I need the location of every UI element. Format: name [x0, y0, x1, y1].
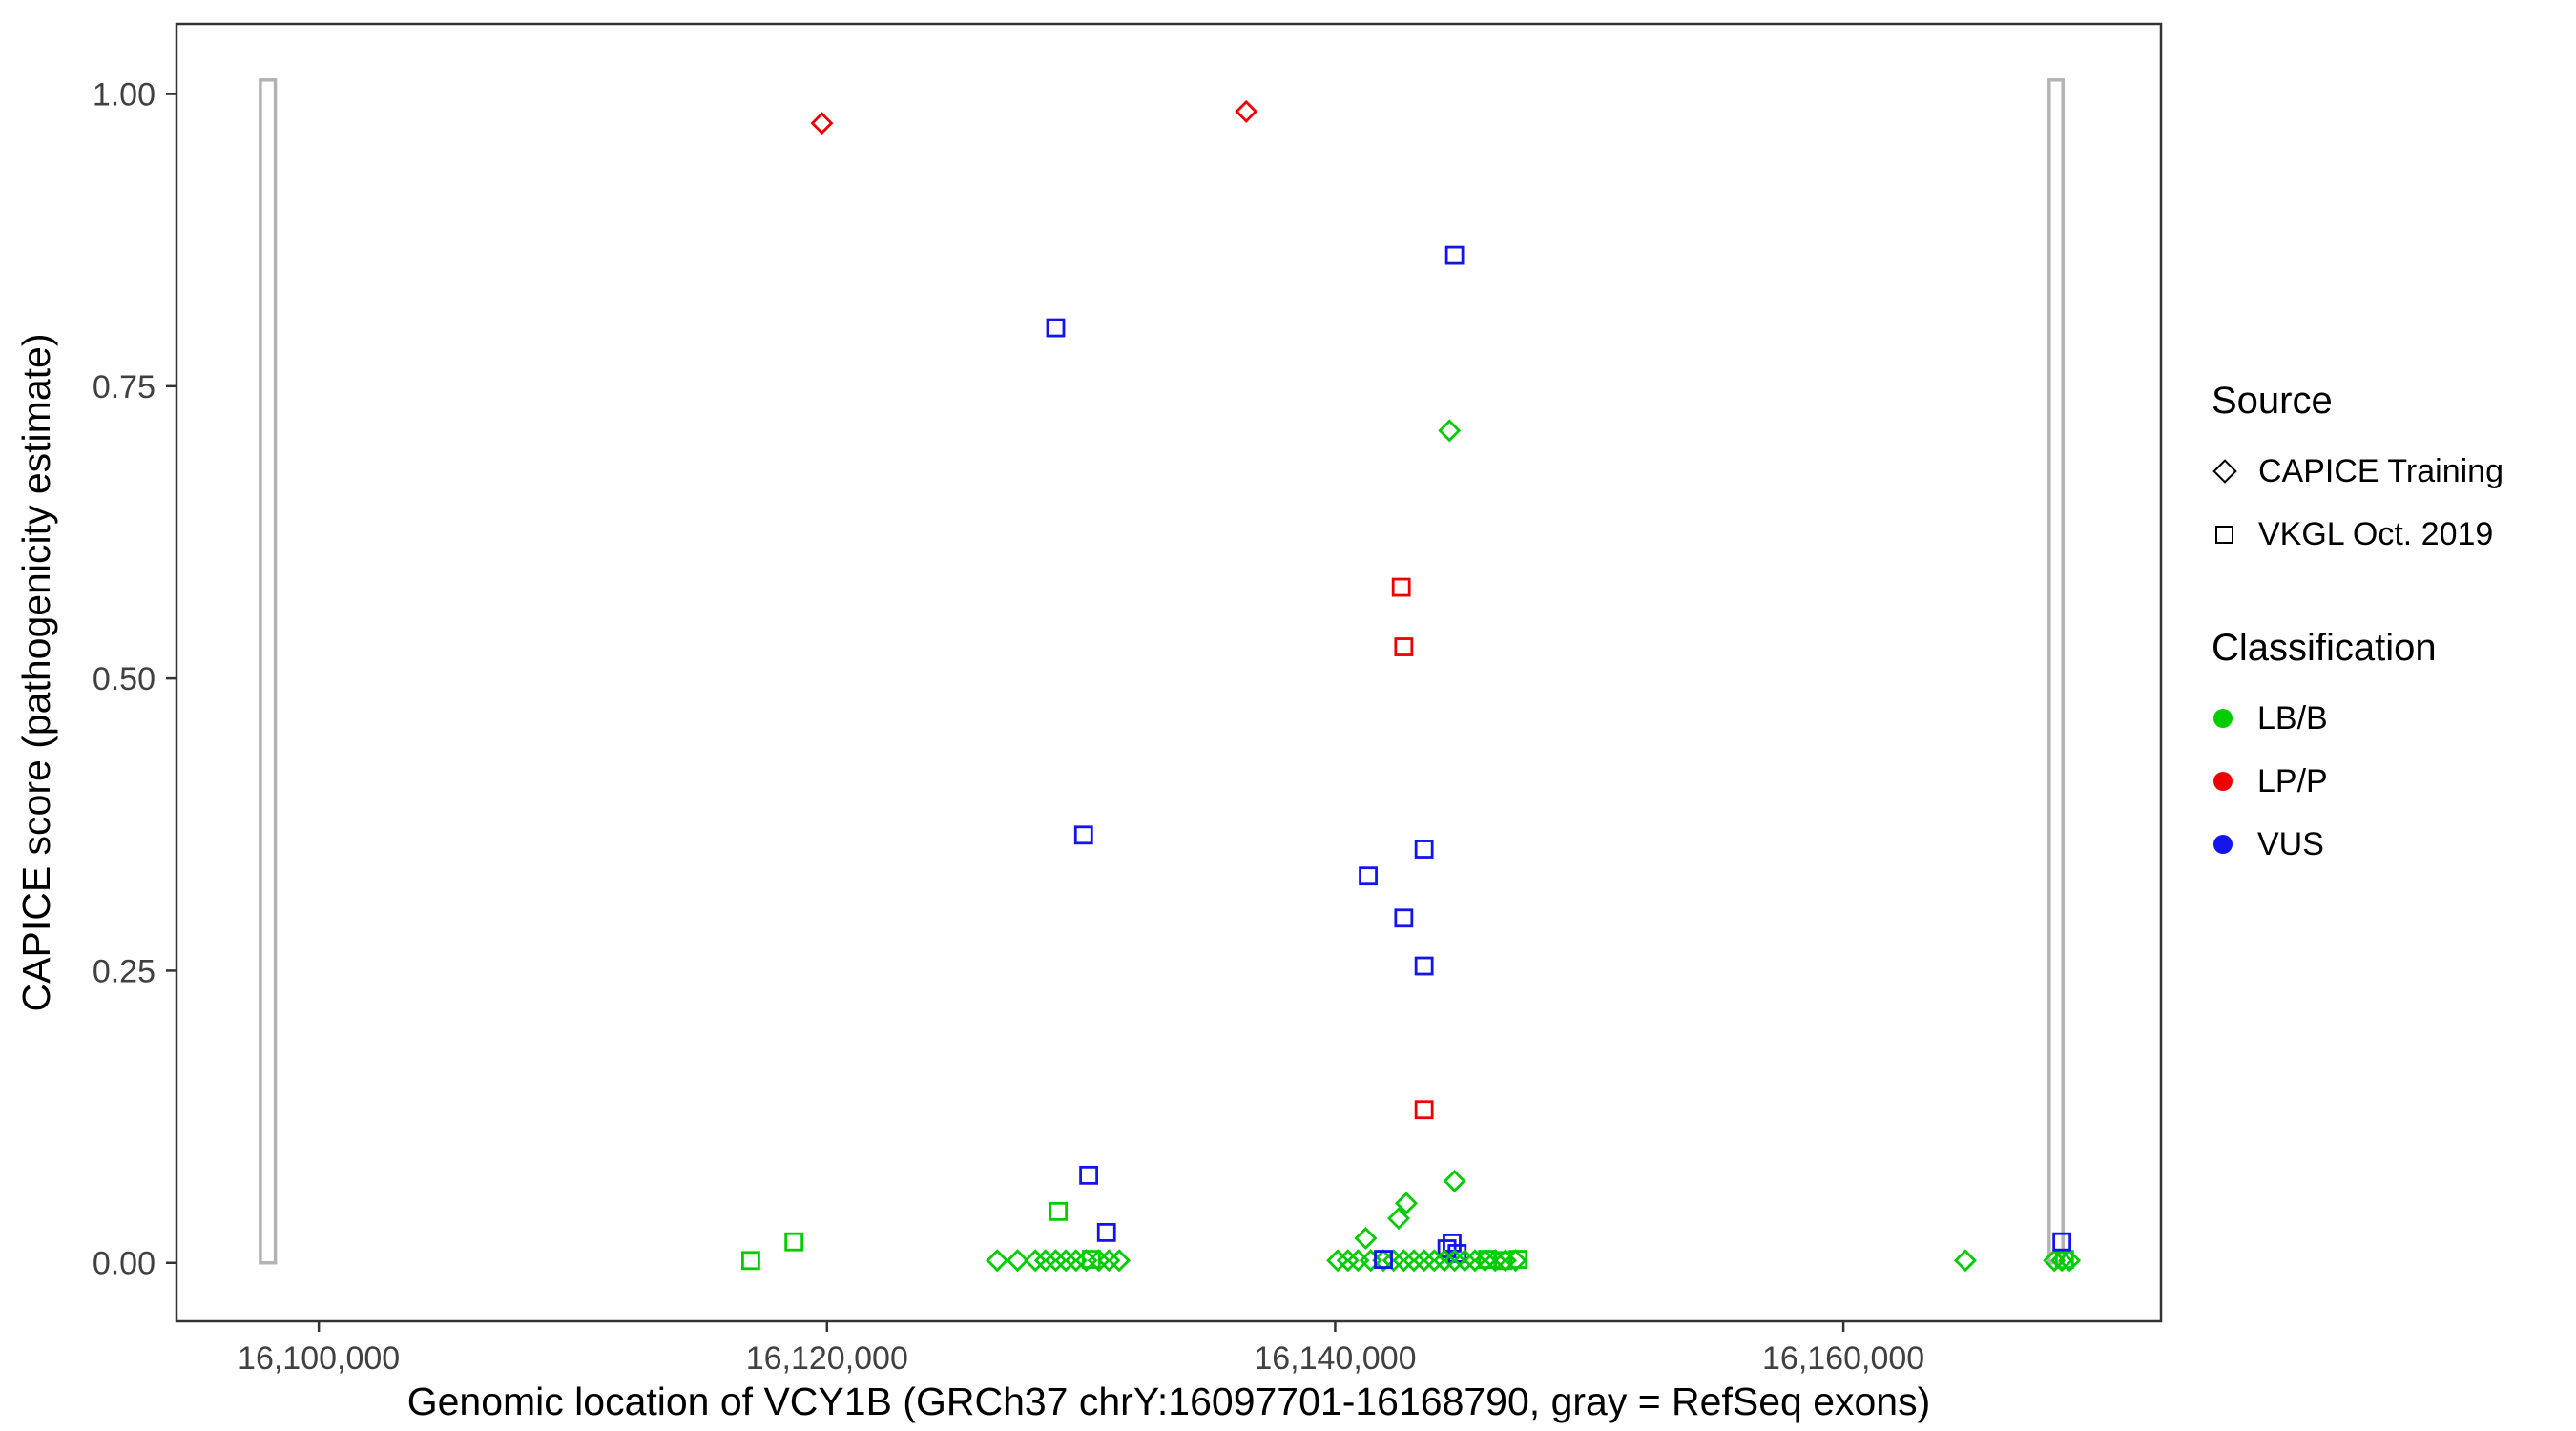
data-point-diamond [1463, 1249, 1486, 1273]
data-point-diamond [1033, 1249, 1057, 1273]
data-point-diamond [1392, 1249, 1416, 1273]
data-point-square [1394, 908, 1414, 928]
green-dot-icon [2213, 709, 2233, 728]
data-point-square [1508, 1250, 1528, 1269]
y-tick-label: 1.00 [93, 77, 156, 114]
data-point-square [1414, 840, 1434, 859]
data-point-square [1359, 866, 1378, 886]
plot-panel-border [175, 22, 2163, 1323]
diamond-marker-icon [2212, 459, 2237, 484]
refseq-exon-bar [2047, 78, 2065, 1265]
x-tick-label: 16,160,000 [1762, 1340, 1924, 1377]
data-point-square [2052, 1232, 2072, 1252]
data-point-square [1394, 637, 1414, 656]
data-point-diamond [1484, 1249, 1507, 1273]
data-point-square [1414, 1100, 1434, 1120]
data-point-square [784, 1232, 804, 1252]
data-point-diamond [1336, 1249, 1360, 1273]
data-point-diamond [1412, 1249, 1436, 1273]
data-point-diamond [1044, 1249, 1068, 1273]
data-point-diamond [2043, 1249, 2067, 1273]
y-axis-title: CAPICE score (pathogenicity estimate) [14, 334, 58, 1012]
legend-item-vus: VUS [2212, 813, 2503, 876]
y-tick-label: 0.75 [93, 369, 156, 405]
x-tick-label: 16,120,000 [746, 1340, 908, 1377]
data-point-square [1443, 1234, 1462, 1253]
x-tick-label: 16,140,000 [1254, 1340, 1416, 1377]
legend-item-label: LP/P [2257, 762, 2328, 799]
legend-item-lbb: LB/B [2212, 687, 2503, 750]
data-point-square [1046, 318, 1066, 338]
y-tick-label: 0.50 [93, 661, 156, 697]
data-point-diamond [1024, 1249, 1048, 1273]
data-point-square [740, 1251, 760, 1271]
data-point-diamond [986, 1249, 1009, 1273]
data-point-diamond [2058, 1249, 2082, 1273]
data-point-diamond [1326, 1249, 1350, 1273]
data-point-square [1049, 1201, 1069, 1221]
data-point-diamond [1087, 1249, 1111, 1273]
red-dot-icon [2213, 772, 2233, 791]
data-point-square [1374, 1250, 1393, 1269]
data-point-square [1079, 1165, 1099, 1185]
data-point-diamond [1432, 1249, 1456, 1273]
data-point-diamond [1443, 1249, 1466, 1273]
data-point-diamond [1423, 1249, 1446, 1273]
data-point-square [1444, 245, 1465, 265]
data-point-diamond [1372, 1249, 1396, 1273]
x-axis-title: Genomic location of VCY1B (GRCh37 chrY:1… [407, 1379, 1931, 1423]
legend-item-label: LB/B [2257, 699, 2328, 736]
data-point-diamond [1006, 1249, 1029, 1273]
data-point-diamond [810, 112, 834, 135]
data-point-square [1391, 577, 1411, 597]
data-point-diamond [1097, 1249, 1121, 1273]
data-point-square [1414, 956, 1434, 976]
legend-source-title: Source [2212, 380, 2333, 422]
data-point-diamond [1235, 99, 1258, 123]
square-marker-icon [2215, 525, 2233, 544]
x-tick-label: 16,100,000 [238, 1340, 400, 1377]
data-point-diamond [1108, 1249, 1132, 1273]
y-tick-label: 0.25 [93, 953, 156, 989]
data-point-diamond [1402, 1249, 1425, 1273]
legend-classification-title: Classification [2212, 627, 2437, 669]
data-point-diamond [1453, 1249, 1477, 1273]
blue-dot-icon [2213, 835, 2233, 854]
refseq-exon-bar [259, 78, 278, 1265]
data-point-square [1073, 825, 1093, 845]
y-tick-label: 0.00 [93, 1246, 156, 1282]
data-point-square [1096, 1222, 1116, 1242]
data-point-diamond [1395, 1192, 1418, 1215]
legend: Source CAPICE Training VKGL Oct. 2019 Cl… [2212, 380, 2503, 937]
legend-item-label: VUS [2257, 825, 2324, 862]
legend-item-vkgl: VKGL Oct. 2019 [2212, 503, 2503, 566]
legend-item-label: VKGL Oct. 2019 [2258, 515, 2494, 552]
legend-item-label: CAPICE Training [2258, 452, 2503, 489]
data-point-diamond [1387, 1207, 1410, 1231]
data-point-diamond [1354, 1227, 1378, 1250]
data-point-diamond [1953, 1249, 1977, 1273]
data-point-square [1081, 1250, 1101, 1269]
legend-item-capice-training: CAPICE Training [2212, 440, 2503, 503]
data-point-diamond [1438, 419, 1462, 443]
data-point-diamond [1381, 1249, 1405, 1273]
data-point-diamond [1054, 1249, 1078, 1273]
legend-source-group: Source CAPICE Training VKGL Oct. 2019 [2212, 380, 2503, 566]
legend-classification-group: Classification LB/B LP/P VUS [2212, 627, 2503, 876]
legend-item-lpp: LP/P [2212, 750, 2503, 813]
data-point-diamond [1443, 1169, 1466, 1192]
